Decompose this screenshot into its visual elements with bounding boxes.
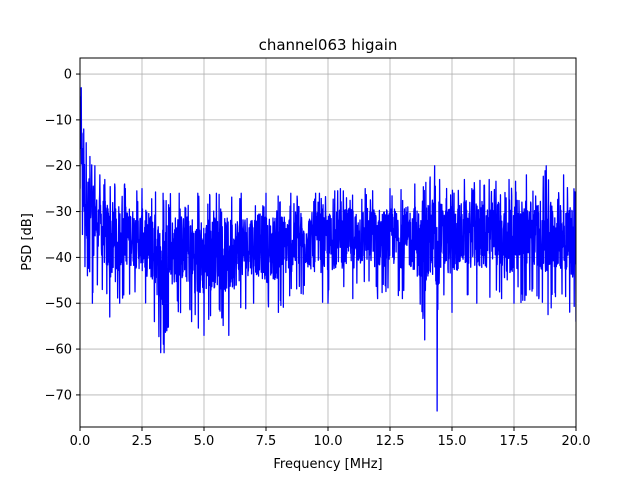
x-tick-label: 20.0 (562, 434, 591, 449)
x-tick-label: 7.5 (256, 434, 277, 449)
x-tick-label: 2.5 (132, 434, 153, 449)
x-tick-label: 17.5 (500, 434, 529, 449)
x-axis-label: Frequency [MHz] (273, 457, 382, 472)
chart-title: channel063 higain (259, 36, 398, 54)
x-tick-label: 15.0 (438, 434, 467, 449)
x-tick-label: 0.0 (70, 434, 91, 449)
y-tick-label: −20 (45, 159, 72, 174)
x-tick-label: 10.0 (314, 434, 343, 449)
x-tick-label: 12.5 (376, 434, 405, 449)
x-tick-label: 5.0 (194, 434, 215, 449)
y-tick-label: −60 (45, 343, 72, 358)
psd-series-line (80, 87, 576, 412)
y-tick-label: −70 (45, 388, 72, 403)
y-tick-label: −30 (45, 205, 72, 220)
y-tick-label: −50 (45, 297, 72, 312)
y-axis-label: PSD [dB] (20, 213, 35, 271)
psd-series-layer (80, 87, 576, 412)
y-tick-label: 0 (64, 68, 72, 83)
y-axis: 0 −10 −20 −30 −40 −50 −60 −70 (45, 68, 80, 403)
y-tick-label: −10 (45, 113, 72, 128)
x-axis: 0.0 2.5 5.0 7.5 10.0 12.5 15.0 17.5 20.0 (70, 427, 591, 449)
y-tick-label: −40 (45, 251, 72, 266)
